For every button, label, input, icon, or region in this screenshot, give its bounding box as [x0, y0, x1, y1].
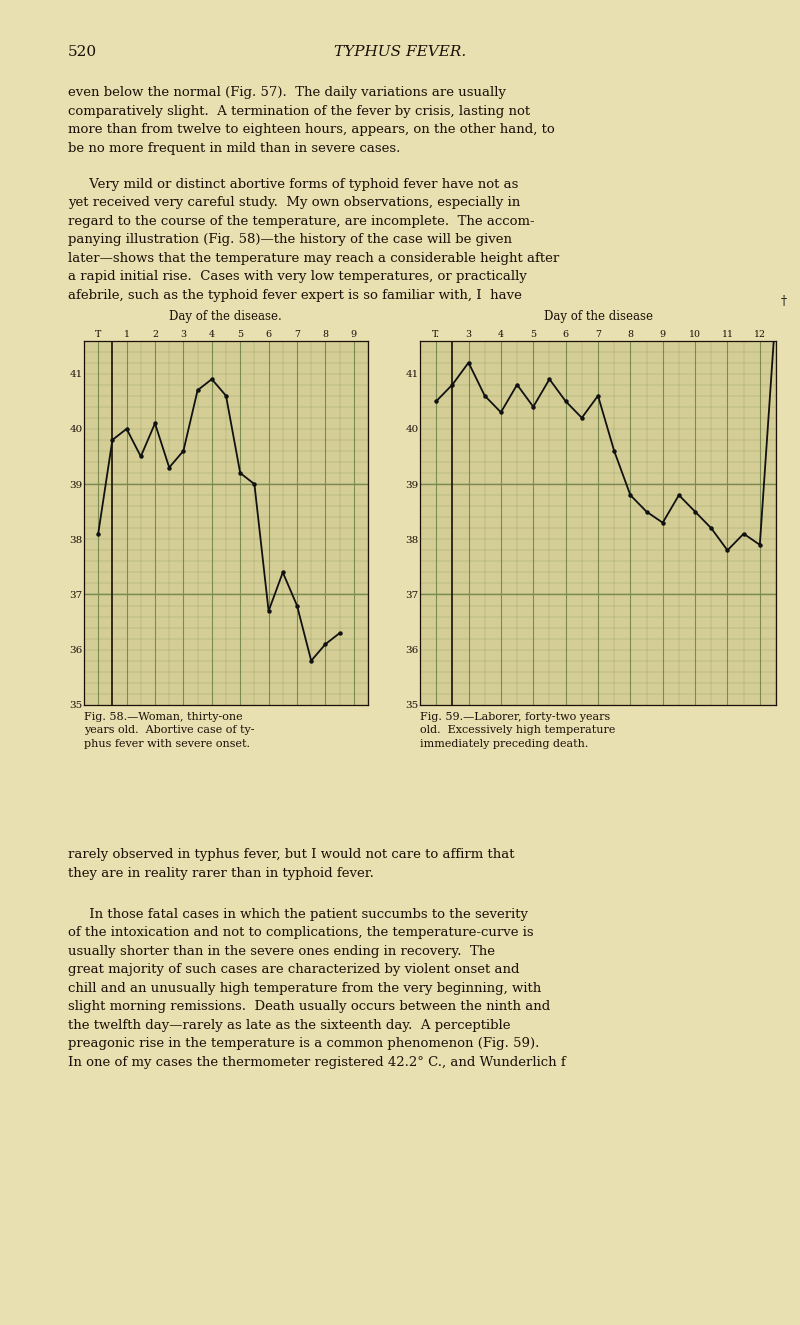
Text: 520: 520: [68, 45, 97, 60]
Text: In those fatal cases in which the patient succumbs to the severity
of the intoxi: In those fatal cases in which the patien…: [68, 908, 566, 1069]
Text: even below the normal (Fig. 57).  The daily variations are usually
comparatively: even below the normal (Fig. 57). The dai…: [68, 86, 554, 155]
Text: Day of the disease.: Day of the disease.: [170, 310, 282, 323]
Text: Very mild or distinct abortive forms of typhoid fever have not as
yet received v: Very mild or distinct abortive forms of …: [68, 178, 559, 302]
Text: rarely observed in typhus fever, but I would not care to affirm that
they are in: rarely observed in typhus fever, but I w…: [68, 848, 514, 880]
Text: TYPHUS FEVER.: TYPHUS FEVER.: [334, 45, 466, 60]
Text: Fig. 59.—Laborer, forty-two years
old.  Excessively high temperature
immediately: Fig. 59.—Laborer, forty-two years old. E…: [420, 712, 615, 749]
Text: Day of the disease: Day of the disease: [544, 310, 653, 323]
Text: Fig. 58.—Woman, thirty-one
years old.  Abortive case of ty-
phus fever with seve: Fig. 58.—Woman, thirty-one years old. Ab…: [84, 712, 254, 749]
Text: †: †: [781, 294, 787, 307]
